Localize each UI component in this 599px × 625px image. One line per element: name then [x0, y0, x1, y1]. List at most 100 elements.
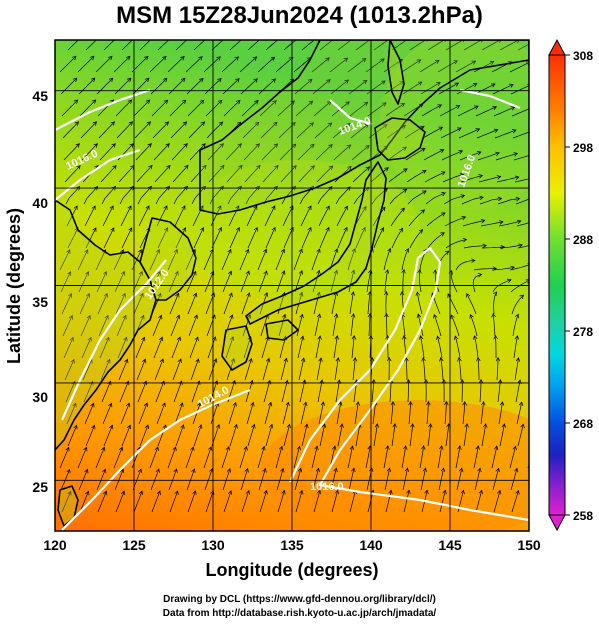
streamline	[478, 176, 501, 183]
streamline	[61, 491, 72, 513]
streamline	[496, 176, 519, 183]
streamline	[175, 227, 186, 249]
streamline-arrowhead	[145, 205, 150, 210]
streamline-arrowhead	[237, 143, 242, 148]
streamline-arrowhead	[220, 164, 225, 170]
streamline	[118, 359, 128, 381]
streamline-arrowhead	[164, 121, 169, 126]
streamline	[172, 358, 182, 381]
streamline	[535, 402, 541, 424]
streamline	[79, 99, 96, 117]
streamline-arrowhead	[454, 82, 460, 87]
streamline	[417, 314, 424, 337]
streamline	[512, 314, 519, 337]
streamline	[115, 99, 132, 117]
streamline	[530, 107, 551, 116]
streamline	[477, 152, 500, 161]
streamline-arrowhead	[74, 121, 79, 126]
streamline	[257, 249, 267, 271]
streamline	[157, 40, 170, 51]
streamline	[409, 40, 426, 51]
streamline	[119, 381, 129, 403]
streamline	[222, 468, 231, 491]
streamline-arrowhead	[69, 336, 74, 342]
streamline-arrowhead	[127, 99, 133, 104]
streamline-arrowhead	[67, 293, 73, 298]
streamline	[247, 227, 258, 249]
streamline	[170, 315, 180, 337]
streamline-arrowhead	[469, 314, 474, 319]
streamline-arrowhead	[112, 164, 117, 170]
streamline	[192, 402, 201, 425]
streamline-arrowhead	[533, 176, 537, 180]
streamline-arrowhead	[326, 79, 331, 84]
streamline-arrowhead	[351, 248, 356, 253]
streamline-arrowhead	[531, 447, 535, 451]
streamline-arrowhead	[246, 292, 251, 297]
streamline	[406, 169, 427, 183]
streamline-arrowhead	[489, 61, 495, 65]
streamline-arrowhead	[292, 165, 297, 170]
streamline	[348, 468, 355, 491]
streamline-arrowhead	[392, 423, 397, 428]
streamline-arrowhead	[334, 489, 340, 495]
streamline	[59, 249, 71, 271]
streamline	[427, 232, 445, 249]
streamline	[383, 248, 391, 271]
streamline-arrowhead	[253, 205, 258, 210]
streamline	[350, 123, 369, 139]
streamline-arrowhead	[399, 290, 405, 296]
streamline-arrowhead	[85, 271, 90, 276]
streamline-arrowhead	[125, 402, 131, 408]
streamline	[491, 266, 515, 271]
streamline-arrowhead	[179, 402, 184, 407]
streamline-arrowhead	[298, 270, 303, 275]
streamline	[461, 196, 484, 205]
streamline-arrowhead	[514, 335, 520, 340]
streamline	[258, 270, 268, 293]
streamline	[155, 186, 170, 205]
streamline-arrowhead	[157, 292, 162, 298]
streamline-arrowhead	[263, 270, 268, 275]
streamline-arrowhead	[453, 60, 458, 65]
streamline	[101, 186, 116, 205]
streamline	[265, 227, 276, 249]
plot-frame	[54, 39, 530, 532]
streamline-arrowhead	[540, 297, 544, 301]
streamline	[174, 402, 183, 425]
streamline-arrowhead	[477, 272, 483, 278]
streamline	[169, 490, 179, 513]
streamline-arrowhead	[494, 445, 499, 451]
streamline	[280, 165, 297, 183]
streamline-arrowhead	[267, 401, 273, 407]
streamline-arrowhead	[162, 424, 167, 430]
streamline	[455, 445, 461, 469]
streamline	[257, 446, 265, 469]
streamline	[347, 446, 353, 469]
streamline-arrowhead	[201, 143, 206, 148]
streamline-arrowhead	[253, 226, 258, 232]
streamline-arrowhead	[218, 121, 224, 126]
streamline	[438, 468, 444, 491]
streamline	[368, 313, 371, 337]
streamline	[473, 61, 494, 73]
streamline	[481, 423, 487, 447]
streamline-arrowhead	[491, 312, 496, 318]
streamline	[442, 173, 464, 183]
streamline	[241, 490, 250, 513]
streamline	[240, 270, 250, 293]
streamline-arrowhead	[175, 292, 180, 298]
streamline	[137, 186, 152, 205]
streamline	[207, 336, 216, 359]
streamline-arrowhead	[384, 167, 389, 172]
streamline-arrowhead	[218, 99, 223, 105]
streamline	[384, 81, 404, 95]
streamline	[495, 152, 518, 161]
streamline	[405, 147, 426, 161]
streamline-arrowhead	[109, 205, 114, 211]
streamline-arrowhead	[315, 36, 319, 40]
streamline	[192, 205, 204, 227]
streamline-arrowhead	[291, 185, 296, 191]
streamline-arrowhead	[390, 400, 396, 406]
streamline-arrowhead	[262, 467, 267, 473]
